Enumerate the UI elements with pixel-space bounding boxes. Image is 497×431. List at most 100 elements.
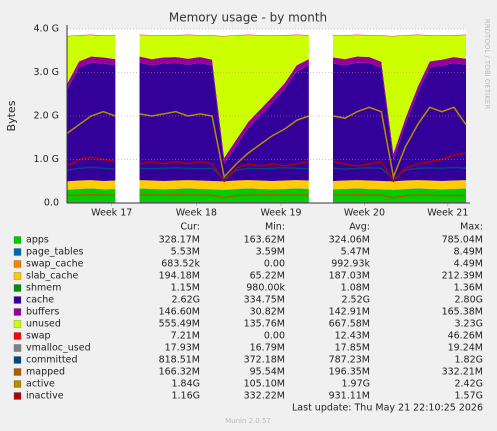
y-tick-label: 4.0 G — [34, 24, 60, 35]
legend-header: Cur: — [180, 222, 200, 233]
legend-swatch — [13, 260, 22, 268]
legend-swatch — [13, 344, 22, 352]
area-slab-cache — [67, 180, 466, 190]
x-tick-label: Week 20 — [344, 208, 385, 219]
y-tick-label: 3.0 G — [34, 67, 60, 78]
legend-avg: 667.58M — [329, 319, 370, 330]
legend-min: 334.75M — [244, 295, 285, 306]
legend-min: 163.62M — [244, 235, 285, 246]
legend-max: 2.42G — [454, 379, 483, 390]
legend-swatch — [13, 308, 22, 316]
legend-cur: 146.60M — [159, 307, 200, 318]
legend-header: Avg: — [349, 222, 370, 233]
legend-swatch — [13, 248, 22, 256]
legend-name: apps — [26, 235, 49, 246]
legend-name: swap_cache — [26, 259, 84, 270]
legend-name: inactive — [26, 391, 64, 402]
chart-title: Memory usage - by month — [169, 11, 327, 25]
legend-avg: 324.06M — [329, 235, 370, 246]
legend-swatch — [13, 380, 22, 388]
legend-swatch — [13, 356, 22, 364]
legend-header: Max: — [460, 222, 483, 233]
area-swap-cache — [67, 188, 466, 190]
legend-name: unused — [26, 319, 61, 330]
legend-name: active — [26, 379, 55, 390]
legend-cur: 2.62G — [171, 295, 200, 306]
legend-min: 3.59M — [256, 247, 285, 258]
legend-cur: 166.32M — [159, 367, 200, 378]
y-axis-label: Bytes — [5, 100, 18, 131]
legend-cur: 818.51M — [159, 355, 200, 366]
legend-min: 105.10M — [244, 379, 285, 390]
legend-cur: 5.53M — [171, 247, 200, 258]
legend-name: vmalloc_used — [26, 343, 91, 354]
legend-avg: 1.97G — [341, 379, 370, 390]
plot: 0.0 1.0 G 2.0 G 3.0 G 4.0 G Week 17 Week 18 Wee… — [34, 24, 470, 219]
legend-avg: 2.52G — [341, 295, 370, 306]
legend-name: shmem — [26, 283, 61, 294]
legend-cur: 194.18M — [159, 271, 200, 282]
legend-avg: 187.03M — [329, 271, 370, 282]
area-cache — [67, 62, 466, 182]
legend-swatch — [13, 392, 22, 400]
legend-max: 8.49M — [454, 247, 483, 258]
legend-avg: 787.23M — [329, 355, 370, 366]
legend-min: 0.00 — [264, 331, 285, 342]
legend-avg: 142.91M — [329, 307, 370, 318]
legend-max: 332.21M — [442, 367, 483, 378]
legend-min: 135.76M — [244, 319, 285, 330]
legend-name: buffers — [26, 307, 59, 318]
x-tick-label: Week 21 — [427, 208, 468, 219]
area-unused — [67, 35, 466, 158]
legend-swatch — [13, 272, 22, 280]
legend-min: 372.18M — [244, 355, 285, 366]
version: Munin 2.0.57 — [225, 417, 271, 425]
legend: Cur: Min: Avg: Max: apps 328.17M 163.62M 324.06… — [13, 222, 483, 402]
legend-name: slab_cache — [26, 271, 78, 282]
legend-swatch — [13, 368, 22, 376]
legend-min: 332.22M — [244, 391, 285, 402]
legend-cur: 1.15M — [171, 283, 200, 294]
legend-max: 1.36M — [454, 283, 483, 294]
legend-max: 19.24M — [448, 343, 483, 354]
legend-min: 30.82M — [250, 307, 285, 318]
legend-cur: 555.49M — [159, 319, 200, 330]
legend-cur: 683.52k — [161, 259, 200, 270]
legend-name: mapped — [26, 367, 65, 378]
legend-cur: 17.93M — [165, 343, 200, 354]
legend-name: cache — [26, 295, 54, 306]
y-tick-label: 2.0 G — [34, 111, 60, 122]
legend-min: 16.79M — [250, 343, 285, 354]
legend-name: committed — [26, 355, 78, 366]
legend-cur: 1.16G — [171, 391, 200, 402]
x-tick-label: Week 19 — [260, 208, 301, 219]
legend-avg: 196.35M — [329, 367, 370, 378]
legend-min: 95.54M — [250, 367, 285, 378]
legend-swatch — [13, 320, 22, 328]
legend-swatch — [13, 296, 22, 304]
legend-max: 165.38M — [442, 307, 483, 318]
legend-cur: 1.84G — [171, 379, 200, 390]
x-tick-label: Week 18 — [176, 208, 217, 219]
area-apps — [67, 188, 466, 203]
x-tick-label: Week 17 — [91, 208, 132, 219]
legend-avg: 17.85M — [335, 343, 370, 354]
legend-avg: 12.43M — [335, 331, 370, 342]
area-page-tables — [67, 188, 466, 190]
legend-swatch — [13, 236, 22, 244]
legend-min: 0.00 — [264, 259, 285, 270]
legend-max: 46.26M — [448, 331, 483, 342]
line-mapped — [66, 193, 466, 199]
legend-swatch — [13, 332, 22, 340]
legend-cur: 328.17M — [159, 235, 200, 246]
legend-avg: 992.93k — [331, 259, 370, 270]
legend-max: 212.39M — [442, 271, 483, 282]
legend-max: 4.49M — [454, 259, 483, 270]
legend-max: 785.04M — [442, 235, 483, 246]
side-credit: RRDTOOL / TOBI OETIKER — [483, 19, 491, 109]
legend-swatch — [13, 284, 22, 292]
legend-max: 1.57G — [454, 391, 483, 402]
legend-avg: 931.11M — [329, 391, 370, 402]
area-swap — [67, 34, 466, 37]
